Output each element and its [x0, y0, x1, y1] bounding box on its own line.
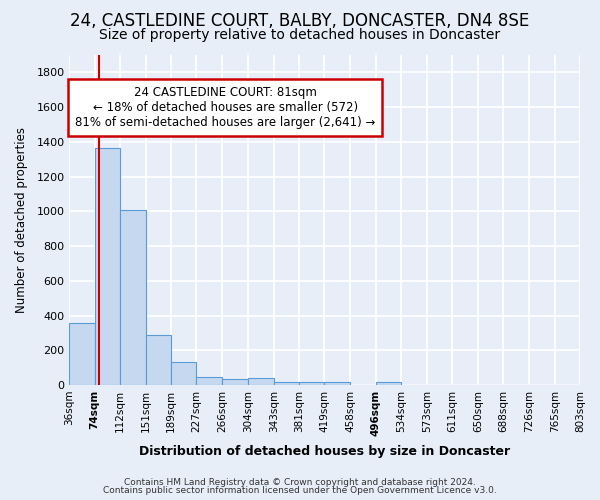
Bar: [95, 148, 120, 385]
Bar: [146, 334, 171, 385]
Bar: [120, 210, 146, 385]
Text: Contains public sector information licensed under the Open Government Licence v3: Contains public sector information licen…: [103, 486, 497, 495]
X-axis label: Distribution of detached houses by size in Doncaster: Distribution of detached houses by size …: [139, 444, 510, 458]
Bar: [171, 362, 196, 385]
Text: Contains HM Land Registry data © Crown copyright and database right 2024.: Contains HM Land Registry data © Crown c…: [124, 478, 476, 487]
Bar: [274, 382, 299, 385]
Text: Size of property relative to detached houses in Doncaster: Size of property relative to detached ho…: [100, 28, 500, 42]
Bar: [196, 377, 223, 385]
Text: 24, CASTLEDINE COURT, BALBY, DONCASTER, DN4 8SE: 24, CASTLEDINE COURT, BALBY, DONCASTER, …: [70, 12, 530, 30]
Bar: [325, 382, 350, 385]
Bar: [376, 382, 401, 385]
Bar: [70, 324, 95, 385]
Y-axis label: Number of detached properties: Number of detached properties: [15, 127, 28, 313]
Bar: [299, 382, 325, 385]
Text: 24 CASTLEDINE COURT: 81sqm
← 18% of detached houses are smaller (572)
81% of sem: 24 CASTLEDINE COURT: 81sqm ← 18% of deta…: [75, 86, 376, 130]
Bar: [223, 379, 248, 385]
Bar: [248, 378, 274, 385]
